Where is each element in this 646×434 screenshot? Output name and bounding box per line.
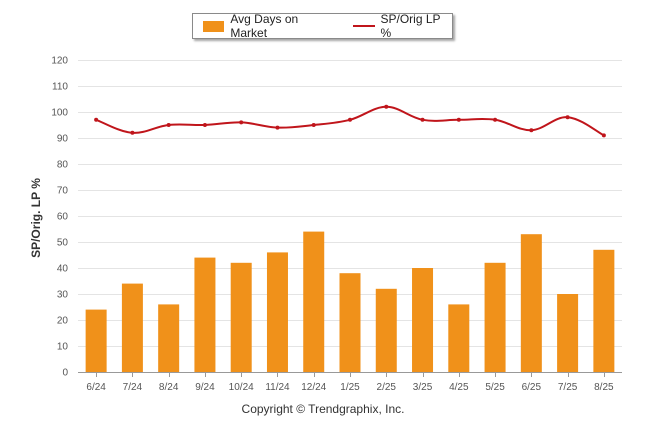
- line-point: [565, 115, 570, 120]
- y-tick-label: 30: [57, 290, 69, 301]
- line-point: [384, 104, 389, 109]
- line-point: [94, 117, 99, 122]
- legend-line-swatch: [353, 25, 375, 27]
- legend-line-label: SP/Orig LP %: [380, 12, 441, 40]
- x-tick-label: 10/24: [229, 382, 254, 393]
- line-point: [275, 125, 280, 130]
- y-tick-label: 120: [51, 56, 68, 67]
- bar: [448, 304, 470, 372]
- x-tick-label: 11/24: [265, 382, 290, 393]
- x-tick-label: 3/25: [413, 382, 433, 393]
- line-series: [94, 104, 606, 138]
- bar: [303, 231, 325, 372]
- bars: [85, 231, 615, 372]
- y-tick-label: 100: [51, 108, 68, 119]
- legend-item-bars[interactable]: Avg Days on Market: [193, 12, 335, 40]
- bar: [557, 294, 579, 372]
- x-tick-label: 9/24: [195, 382, 215, 393]
- bar: [85, 309, 107, 372]
- bar: [230, 262, 252, 372]
- bar: [412, 268, 434, 372]
- line-point: [202, 123, 207, 127]
- line-point: [348, 117, 352, 122]
- y-tick-label: 0: [62, 368, 68, 379]
- x-tick-label: 12/24: [301, 382, 326, 393]
- x-tick-label: 1/25: [340, 382, 360, 393]
- copyright-text: Copyright © Trendgraphix, Inc.: [241, 402, 405, 416]
- y-tick-label: 70: [57, 186, 69, 197]
- x-tick-label: 5/25: [485, 382, 505, 393]
- line-point: [239, 120, 244, 125]
- y-tick-label: 40: [57, 264, 69, 275]
- x-tick-label: 8/25: [594, 382, 614, 393]
- bar: [158, 304, 180, 372]
- x-tick-label: 8/24: [159, 382, 179, 393]
- y-tick-label: 20: [57, 316, 69, 327]
- tick-labels: 0 10 20 30 40 50 60 70 80 90 100 110 120 6/24 7/24 8/24…: [51, 56, 614, 394]
- y-tick-label: 110: [52, 82, 68, 93]
- x-tick-label: 7/24: [123, 382, 143, 393]
- x-tick-label: 2/25: [377, 382, 397, 393]
- line-point: [420, 117, 425, 122]
- legend-item-line[interactable]: SP/Orig LP %: [335, 12, 452, 40]
- bar: [339, 273, 361, 372]
- line-point: [166, 123, 171, 127]
- line-point: [529, 128, 534, 133]
- x-tick-label: 7/25: [558, 382, 578, 393]
- line-point: [601, 133, 606, 138]
- y-tick-label: 90: [57, 134, 69, 145]
- bar: [520, 234, 542, 372]
- x-tick-label: 6/25: [522, 382, 542, 393]
- y-tick-label: 50: [57, 238, 69, 249]
- bar: [375, 288, 397, 372]
- legend: Avg Days on Market SP/Orig LP %: [192, 12, 453, 40]
- y-tick-label: 10: [57, 342, 69, 353]
- x-tick-label: 6/24: [86, 382, 106, 393]
- bar: [266, 252, 288, 372]
- bar: [484, 262, 506, 372]
- bar: [593, 249, 615, 372]
- y-axis-title: SP/Orig. LP %: [29, 178, 43, 258]
- y-tick-label: 60: [57, 212, 69, 223]
- legend-bar-label: Avg Days on Market: [230, 12, 299, 40]
- line-point: [311, 123, 316, 127]
- axes: [78, 372, 622, 377]
- line-point: [493, 117, 498, 122]
- line-point: [130, 130, 135, 135]
- bar: [194, 257, 216, 372]
- line-point: [456, 117, 461, 122]
- x-tick-label: 4/25: [449, 382, 469, 393]
- legend-bar-swatch: [203, 20, 225, 32]
- bar: [121, 283, 143, 372]
- y-tick-label: 80: [57, 160, 69, 171]
